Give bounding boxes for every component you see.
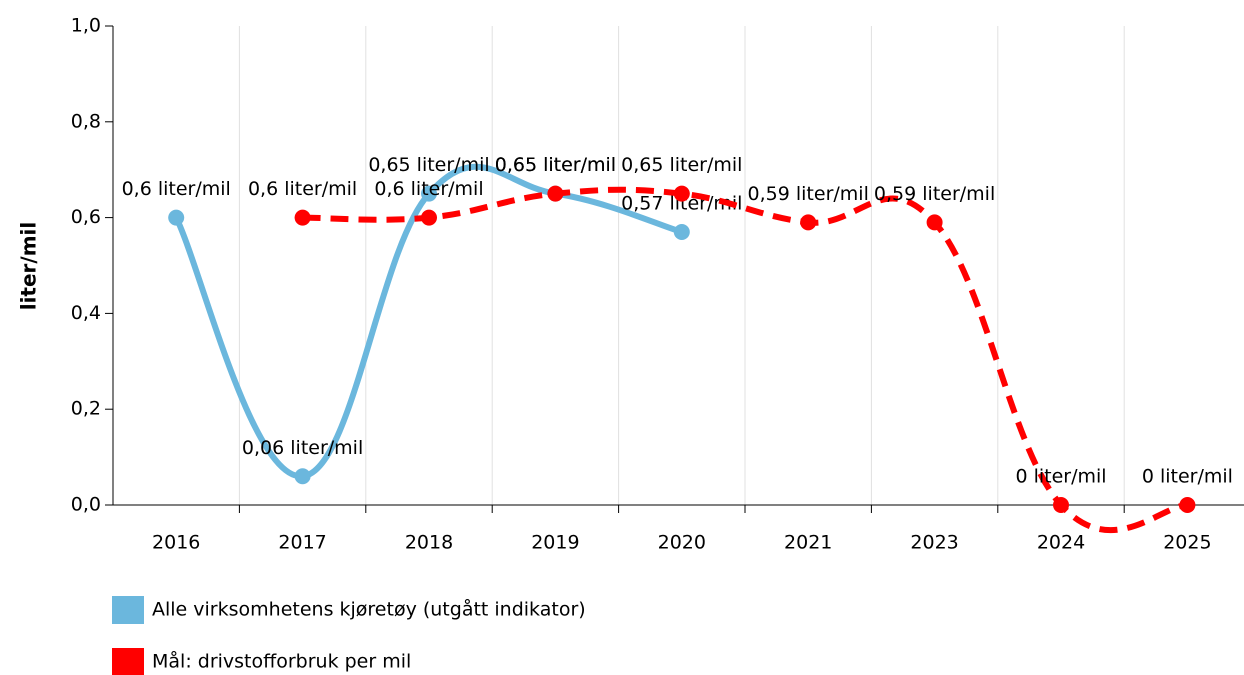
point: [294, 468, 311, 485]
y-tick-label: 0,0: [71, 494, 101, 516]
point: [421, 185, 437, 202]
y-axis-label: liter/mil: [17, 222, 41, 311]
data-label: 0,6 liter/mil: [248, 178, 357, 200]
y-tick-label: 1,0: [71, 15, 101, 37]
x-tick-label: 2025: [1163, 532, 1211, 554]
data-label: 0,6 liter/mil: [374, 178, 483, 200]
point: [926, 214, 943, 231]
legend-swatch: [112, 648, 144, 675]
x-tick-label: 2018: [405, 532, 453, 554]
x-tick-label: 2019: [531, 532, 579, 554]
x-tick-label: 2023: [910, 532, 958, 554]
x-tick-label: 2024: [1037, 532, 1085, 554]
x-tick-label: 2020: [658, 532, 706, 554]
y-tick-label: 0,4: [71, 302, 101, 324]
legend-swatch: [112, 596, 144, 624]
y-tick-label: 0,8: [71, 110, 101, 132]
point: [421, 209, 437, 226]
point: [1179, 497, 1196, 513]
point: [673, 185, 690, 202]
data-label: 0,65 liter/mil: [621, 154, 742, 176]
data-label: 0,65 liter/mil: [368, 154, 489, 176]
legend-label: Mål: drivstofforbruk per mil: [152, 650, 411, 673]
legend-label: Alle virksomhetens kjøretøy (utgått indi…: [152, 598, 586, 621]
point: [800, 214, 817, 231]
x-tick-label: 2016: [152, 532, 200, 554]
data-label: 0,06 liter/mil: [242, 437, 363, 459]
data-label: 0 liter/mil: [1015, 466, 1106, 488]
x-tick-label: 2017: [278, 532, 326, 554]
series-line: [173, 163, 683, 480]
y-tick-label: 0,6: [71, 206, 101, 228]
point: [294, 209, 311, 226]
point: [1053, 497, 1069, 513]
data-label: 0 liter/mil: [1142, 466, 1233, 488]
point: [673, 223, 690, 240]
x-tick-label: 2021: [784, 532, 832, 554]
point: [168, 209, 185, 226]
data-label: 0,59 liter/mil: [874, 183, 995, 205]
point: [547, 185, 564, 202]
data-label: 0,59 liter/mil: [748, 183, 869, 205]
data-label: 0,65 liter/mil: [495, 154, 616, 176]
data-label: 0,65 liter/mil: [495, 154, 616, 176]
y-tick-label: 0,2: [71, 398, 101, 420]
data-label: 0,57 liter/mil: [621, 192, 742, 214]
data-label: 0,6 liter/mil: [122, 178, 231, 200]
